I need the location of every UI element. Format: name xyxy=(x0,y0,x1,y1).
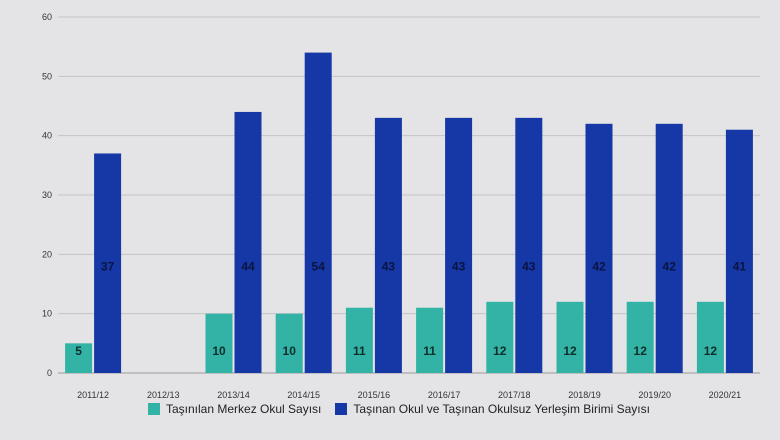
x-tick-label: 2012/13 xyxy=(147,390,180,400)
bar-merkez-okul-2020-21 xyxy=(696,301,724,373)
data-label: 43 xyxy=(452,259,466,273)
legend-label-merkez-okul: Taşınılan Merkez Okul Sayısı xyxy=(166,402,322,416)
data-label: 44 xyxy=(241,259,255,273)
bars xyxy=(65,52,753,373)
x-tick-label: 2020/21 xyxy=(709,390,742,400)
data-label: 12 xyxy=(634,344,648,358)
bar-tasinan-okul-2020-21 xyxy=(725,129,753,373)
x-tick-label: 2016/17 xyxy=(428,390,461,400)
data-label: 42 xyxy=(663,259,677,273)
legend-item-merkez-okul: Taşınılan Merkez Okul Sayısı xyxy=(148,402,321,416)
data-label: 5 xyxy=(75,344,82,358)
x-tick-label: 2011/12 xyxy=(77,390,109,400)
data-label: 37 xyxy=(101,259,115,273)
legend-swatch-tasinan-okul xyxy=(335,403,348,415)
legend-item-tasinan-okul: Taşınan Okul ve Taşınan Okulsuz Yerleşim… xyxy=(335,402,650,416)
bar-merkez-okul-2017-18 xyxy=(486,301,514,373)
bar-merkez-okul-2011-12 xyxy=(65,343,93,373)
bar-tasinan-okul-2016-17 xyxy=(445,117,473,373)
x-tick-label: 2017/18 xyxy=(498,390,531,400)
bar-tasinan-okul-2019-20 xyxy=(655,123,683,373)
bar-merkez-okul-2015-16 xyxy=(345,307,373,373)
data-label: 54 xyxy=(312,259,326,273)
x-tick-label: 2018/19 xyxy=(568,390,601,400)
y-tick-label: 10 xyxy=(42,309,52,319)
y-tick-label: 30 xyxy=(42,190,52,200)
y-tick-label: 20 xyxy=(42,249,52,259)
y-tick-label: 50 xyxy=(42,71,52,81)
data-label: 12 xyxy=(493,344,507,358)
gridlines xyxy=(58,16,760,374)
data-label: 10 xyxy=(283,344,297,358)
data-label: 43 xyxy=(522,259,536,273)
bar-merkez-okul-2019-20 xyxy=(626,301,654,373)
bar-merkez-okul-2014-15 xyxy=(275,313,303,373)
data-label: 41 xyxy=(733,259,747,273)
bar-tasinan-okul-2014-15 xyxy=(304,52,332,373)
x-axis-ticks: 2011/12 2012/13 2013/14 2014/15 2015/16 2016/… xyxy=(77,390,741,400)
x-tick-label: 2013/14 xyxy=(217,390,250,400)
x-tick-label: 2015/16 xyxy=(358,390,391,400)
y-axis-ticks: 0 10 20 30 40 50 60 xyxy=(42,12,52,378)
data-label: 12 xyxy=(563,344,577,358)
bar-merkez-okul-2016-17 xyxy=(416,307,444,373)
data-label: 10 xyxy=(212,344,226,358)
data-label: 42 xyxy=(592,259,606,273)
bar-merkez-okul-2018-19 xyxy=(556,301,584,373)
bar-tasinan-okul-2015-16 xyxy=(374,117,402,373)
x-tick-label: 2019/20 xyxy=(638,390,671,400)
data-label: 11 xyxy=(353,344,366,358)
bar-tasinan-okul-2017-18 xyxy=(515,117,543,373)
legend-swatch-merkez-okul xyxy=(148,403,160,415)
data-label: 43 xyxy=(382,259,396,273)
bar-tasinan-okul-2018-19 xyxy=(585,123,613,373)
bar-tasinan-okul-2011-12 xyxy=(94,153,122,373)
y-tick-label: 40 xyxy=(42,131,52,141)
data-labels: 5 37 10 44 10 54 11 43 11 43 12 43 12 42 12 42 12 41 xyxy=(75,259,746,358)
y-tick-label: 60 xyxy=(42,12,52,22)
y-tick-label: 0 xyxy=(47,368,52,378)
legend-label-tasinan-okul: Taşınan Okul ve Taşınan Okulsuz Yerleşim… xyxy=(353,402,650,416)
data-label: 12 xyxy=(704,344,718,358)
bar-tasinan-okul-2013-14 xyxy=(234,111,262,373)
bar-merkez-okul-2013-14 xyxy=(205,313,233,373)
x-tick-label: 2014/15 xyxy=(287,390,320,400)
data-label: 11 xyxy=(423,344,436,358)
legend: Taşınılan Merkez Okul Sayısı Taşınan Oku… xyxy=(148,402,650,416)
